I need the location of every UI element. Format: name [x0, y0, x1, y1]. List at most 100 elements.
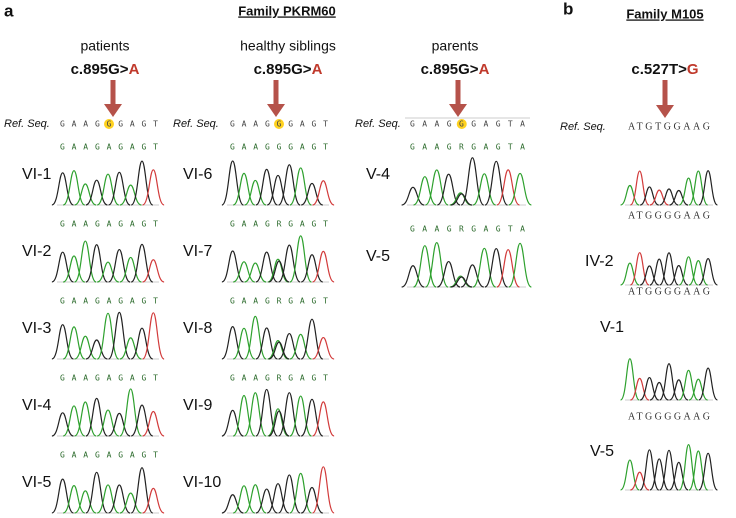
sequence: GAAGAGAGT: [60, 451, 158, 460]
chromatogram-peak: [119, 184, 142, 206]
sequence: GAAGRGAGTA: [410, 225, 525, 234]
chromatogram-peak: [698, 452, 718, 491]
chromatogram-peak: [51, 251, 74, 283]
sequence: ATGGGGAAG: [628, 210, 710, 221]
chromatogram-peak: [267, 339, 289, 360]
chromatogram-peak: [255, 168, 278, 206]
chromatogram-peak: [96, 312, 120, 360]
chromatogram-peak: [659, 363, 679, 401]
chromatogram-peak: [142, 169, 165, 206]
chromatogram-peak: [437, 260, 461, 288]
highlight: [104, 119, 114, 129]
chromatogram-peak: [51, 172, 74, 206]
chromatogram-peak: [85, 179, 108, 206]
chromatogram-peak: [278, 244, 301, 283]
chromatogram-peak: [119, 388, 143, 437]
chromatogram-peak: [221, 409, 244, 437]
sample-id: VI-8: [183, 320, 212, 337]
chromatogram-peak: [669, 461, 689, 491]
chromatogram-peak: [301, 182, 323, 206]
chromatogram-peak: [243, 315, 267, 360]
group-heading: patients: [80, 38, 129, 54]
chromatogram-peak: [267, 258, 289, 283]
chromatogram-peak: [698, 170, 718, 206]
chromatogram-peak: [678, 369, 699, 401]
sequence: ATGGGGAAG: [628, 286, 710, 297]
mutation-alt: A: [129, 61, 140, 78]
chromatogram-peak: [85, 471, 109, 514]
chromatogram-peak: [130, 404, 154, 437]
chromatogram-peak: [85, 244, 108, 283]
sequence: GAAGRGAGT: [230, 297, 328, 306]
chromatogram-peak: [496, 249, 520, 288]
chromatogram-peak: [74, 183, 97, 206]
chromatogram-peak: [460, 157, 485, 206]
sequence: GAAGAGAGT: [60, 220, 158, 229]
chromatogram-peak: [268, 341, 290, 360]
panel-title: Family M105: [626, 6, 703, 21]
mutation: c.527T>G: [631, 61, 698, 78]
chromatogram-peak: [460, 264, 484, 288]
sequence: GAAGGGAGT: [230, 143, 328, 152]
chromatogram-peak: [311, 466, 335, 514]
mutation-alt: A: [312, 61, 323, 78]
chromatogram-peak: [620, 358, 640, 401]
chromatogram-peak: [620, 262, 640, 286]
chromatogram-peak: [300, 398, 324, 437]
chromatogram-peak: [221, 494, 244, 514]
sequence: GAAGAGAGT: [60, 143, 158, 152]
chromatogram-peak: [74, 490, 97, 514]
chromatogram-peak: [484, 160, 509, 206]
chromatogram-peak: [620, 459, 640, 491]
group-heading: parents: [432, 38, 479, 54]
mutation-alt: A: [479, 61, 490, 78]
chromatogram-peak: [244, 179, 267, 206]
chromatogram-peak: [142, 487, 165, 514]
chromatogram-peak: [278, 332, 301, 360]
chromatogram-peak: [698, 258, 718, 286]
sequence: GAAGAGAGT: [60, 297, 158, 306]
chromatogram-peak: [266, 174, 290, 206]
chromatogram-peak: [119, 337, 142, 360]
arrow-head: [104, 104, 122, 117]
sample-id: V-5: [366, 248, 390, 265]
chromatogram-peak: [678, 177, 699, 206]
chromatogram-peak: [437, 173, 461, 206]
chromatogram-peak: [108, 248, 131, 283]
chromatogram-peak: [639, 265, 659, 286]
chromatogram-peak: [312, 401, 335, 437]
chromatogram-peak: [508, 172, 532, 206]
ref-label: Ref. Seq.: [4, 118, 50, 130]
chromatogram-peak: [413, 176, 437, 206]
chromatogram-peak: [289, 333, 312, 360]
chromatogram-peak: [97, 261, 119, 283]
mutation-ref: c.895G>: [254, 61, 312, 78]
chromatogram-peak: [450, 276, 473, 288]
sample-id: V-5: [590, 443, 614, 460]
sequence: GAAGGGAGT: [230, 120, 328, 129]
sample-id: VI-5: [22, 474, 51, 491]
chromatogram-peak: [232, 485, 256, 514]
highlight: [274, 119, 284, 129]
chromatogram-peak: [688, 378, 708, 401]
sequence: GAAGGGAGT: [60, 120, 158, 129]
chromatogram-peak: [232, 327, 256, 360]
chromatogram-peak: [508, 242, 532, 288]
chromatogram-peak: [119, 256, 142, 283]
ref-label: Ref. Seq.: [355, 118, 401, 130]
chromatogram-peak: [678, 443, 699, 491]
chromatogram-peak: [312, 180, 335, 206]
chromatogram-peak: [268, 410, 290, 437]
chromatogram-peak: [688, 450, 709, 491]
chromatogram-peak: [244, 262, 267, 283]
chromatogram-peak: [243, 392, 267, 437]
chromatogram-peak: [620, 184, 640, 206]
chromatogram-peak: [266, 483, 290, 514]
chromatogram-peak: [472, 173, 496, 206]
chromatogram-peak: [300, 318, 324, 360]
chromatogram-peak: [669, 189, 689, 206]
chromatogram-peak: [312, 250, 335, 283]
chromatogram-peak: [130, 467, 154, 514]
chromatogram-peak: [659, 449, 679, 491]
